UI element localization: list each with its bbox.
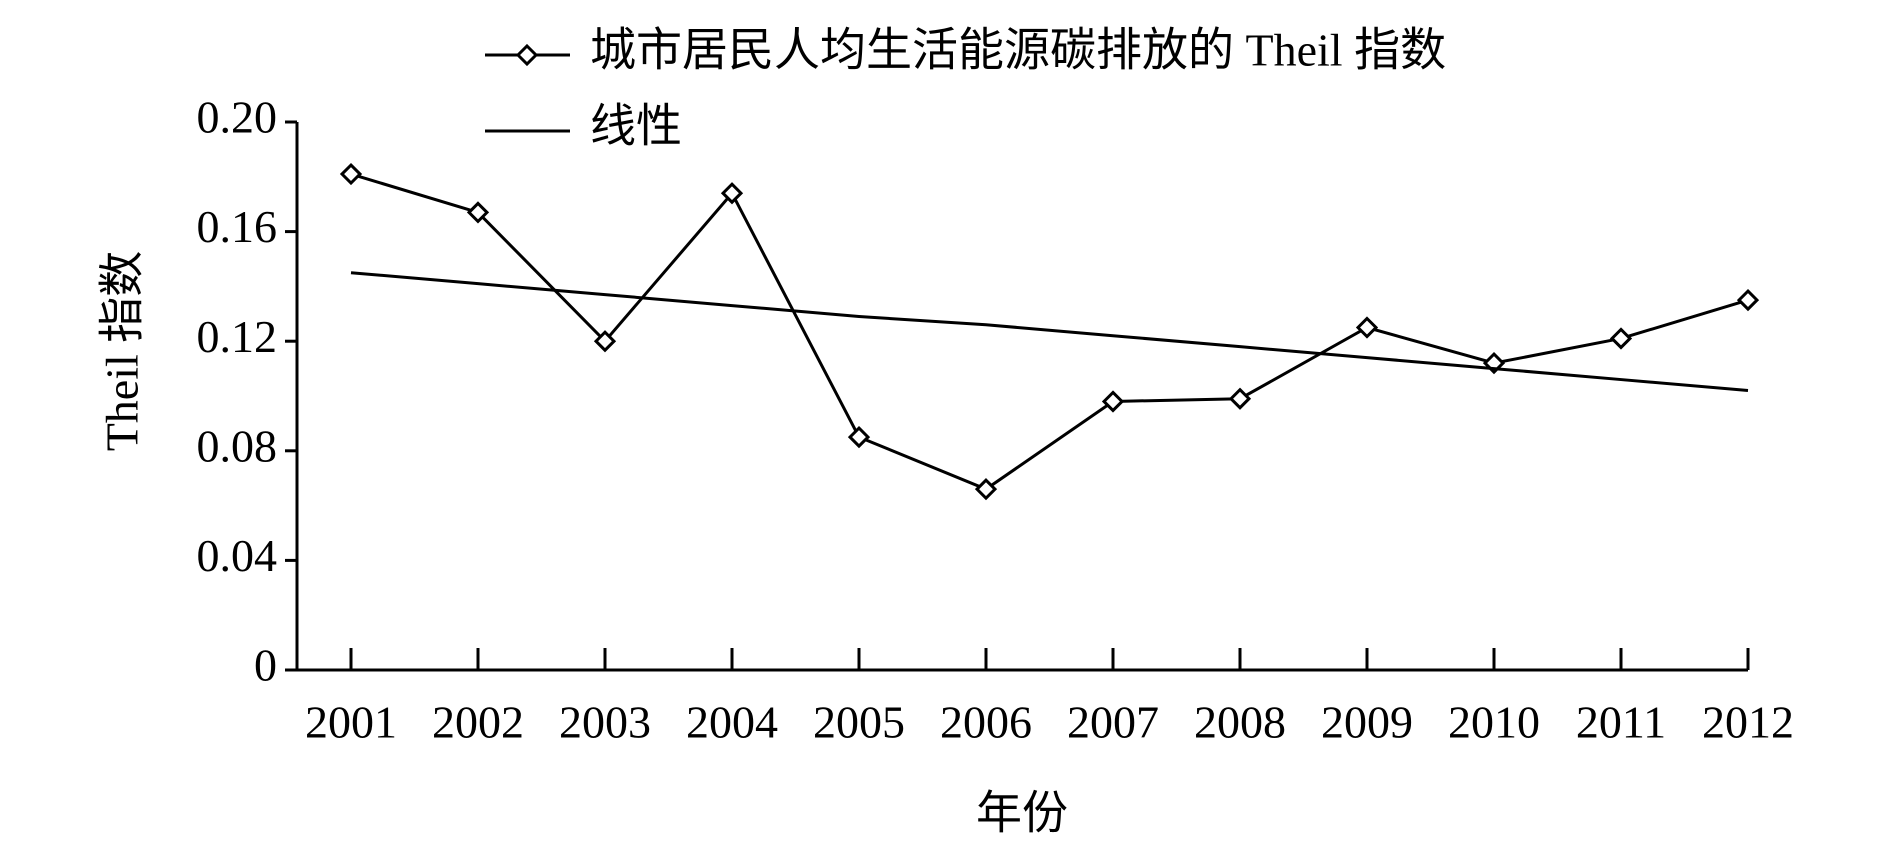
point-marker [1355, 316, 1379, 339]
series-line [350, 172, 1749, 491]
point-marker [1101, 390, 1125, 413]
y-tick-label: 0.20 [197, 92, 278, 143]
series-line [350, 271, 1749, 393]
x-tick-label: 2012 [1702, 697, 1794, 748]
point-marker [974, 478, 998, 501]
x-tick-label: 2009 [1321, 697, 1413, 748]
x-tick-label: 2002 [432, 697, 524, 748]
x-tick-label: 2004 [686, 697, 778, 748]
point-marker [720, 182, 744, 205]
legend-label: 城市居民人均生活能源碳排放的 Theil 指数 [590, 25, 1446, 76]
x-tick-label: 2007 [1067, 697, 1159, 748]
x-tick-label: 2001 [305, 697, 397, 748]
y-tick-label: 0.16 [197, 201, 278, 252]
point-marker [1609, 327, 1633, 350]
point-marker [1228, 387, 1252, 410]
x-tick-label: 2008 [1194, 697, 1286, 748]
legend-marker [515, 43, 539, 67]
legend-label: 线性 [590, 101, 682, 152]
point-marker [466, 201, 490, 224]
x-tick-label: 2011 [1576, 697, 1666, 748]
x-tick-label: 2006 [940, 697, 1032, 748]
x-tick-label: 2010 [1448, 697, 1540, 748]
x-tick-label: 2003 [559, 697, 651, 748]
point-marker [593, 330, 617, 353]
y-axis-title: Theil 指数 [97, 251, 148, 452]
y-tick-label: 0.04 [197, 530, 278, 581]
x-tick-label: 2005 [813, 697, 905, 748]
point-marker [339, 162, 363, 186]
x-axis-title: 年份 [976, 788, 1068, 839]
point-marker [1736, 288, 1760, 312]
y-tick-label: 0.12 [197, 311, 278, 362]
y-tick-label: 0 [254, 640, 277, 691]
point-marker [847, 425, 871, 449]
y-tick-label: 0.08 [197, 420, 278, 471]
